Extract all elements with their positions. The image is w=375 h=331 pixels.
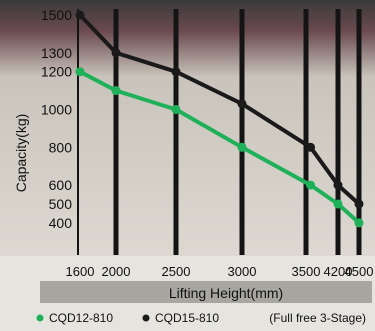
grid-lines (77, 9, 362, 255)
x-tick-3000: 3000 (228, 264, 257, 279)
point-1-6 (354, 199, 364, 209)
y-tick-labels: 400 500 600 800 1000 1200 1300 1500 (41, 7, 72, 231)
point-1-5 (333, 180, 343, 190)
chart-annotation: (Full free 3-Stage) (269, 311, 366, 325)
point-0-4 (306, 180, 316, 190)
point-0-3 (237, 142, 247, 152)
y-tick-1200: 1200 (41, 64, 72, 80)
plot-area (0, 0, 375, 256)
point-1-3 (237, 99, 247, 109)
legend: CQD12-810 CQD15-810 (Full free 3-Stage) (36, 311, 366, 325)
y-tick-1000: 1000 (41, 101, 72, 117)
point-0-2 (171, 104, 181, 114)
x-tick-1600: 1600 (66, 264, 95, 279)
x-axis-title: Lifting Height(mm) (169, 285, 283, 301)
point-0-0 (75, 67, 85, 77)
y-tick-600: 600 (49, 177, 73, 193)
legend-marker-0 (36, 314, 44, 322)
y-tick-500: 500 (49, 196, 73, 212)
point-0-5 (333, 199, 343, 209)
legend-marker-1 (142, 314, 150, 322)
x-tick-2500: 2500 (162, 264, 191, 279)
y-tick-1300: 1300 (41, 45, 72, 61)
point-1-4 (306, 142, 316, 152)
x-tick-4500: 4500 (345, 264, 374, 279)
y-tick-400: 400 (49, 215, 73, 231)
x-tick-3500: 3500 (292, 264, 321, 279)
y-axis-title: Capacity(kg) (13, 114, 29, 193)
legend-label-0: CQD12-810 (49, 311, 113, 325)
x-tick-2000: 2000 (102, 264, 131, 279)
y-tick-1500: 1500 (41, 7, 72, 23)
series-layer (75, 10, 364, 228)
point-1-0 (75, 10, 85, 20)
y-tick-800: 800 (49, 139, 73, 155)
point-0-1 (111, 86, 121, 96)
x-tick-4200: 4200 (324, 264, 353, 279)
point-1-2 (171, 67, 181, 77)
legend-label-1: CQD15-810 (155, 311, 219, 325)
point-0-6 (354, 218, 364, 228)
point-1-1 (111, 48, 121, 58)
xlabel-band (40, 281, 372, 303)
